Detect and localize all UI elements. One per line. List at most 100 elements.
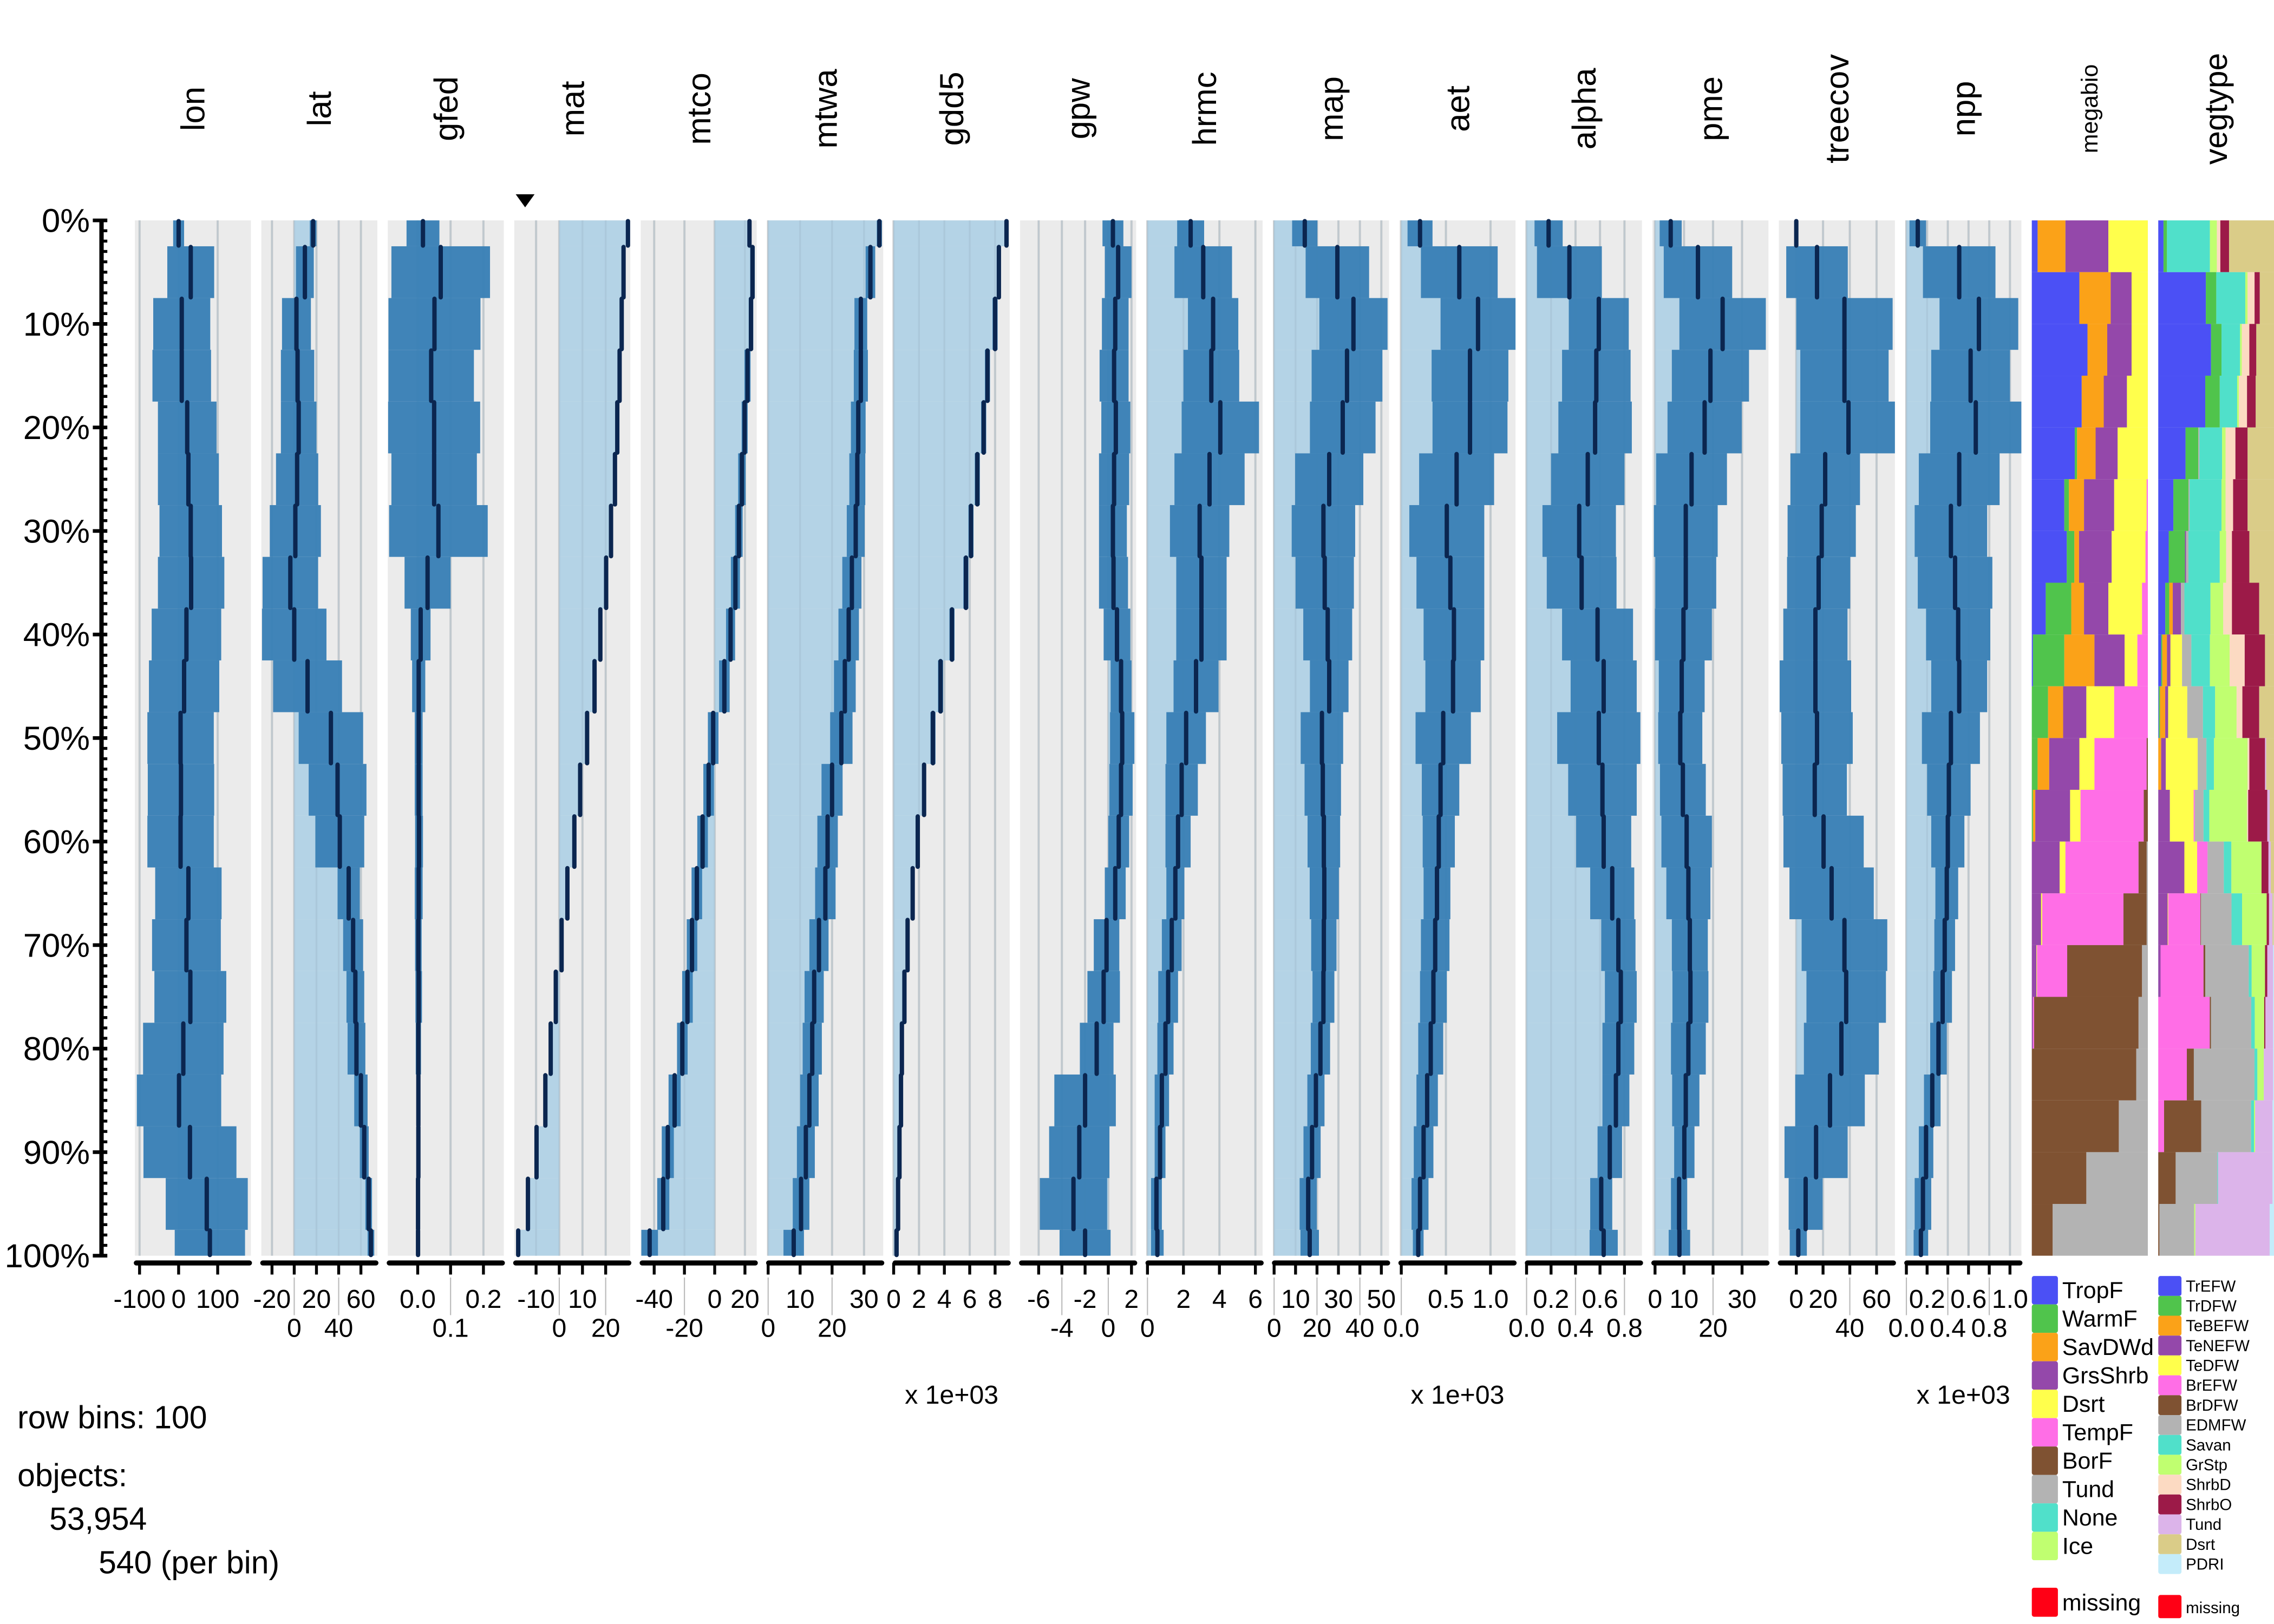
x-axis-tick-label: 0.6	[1582, 1285, 1618, 1314]
category-segment-ShrbD	[2225, 427, 2236, 480]
legend-swatch	[2158, 1295, 2182, 1316]
category-segment-EDMFW	[2193, 1049, 2255, 1101]
legend-swatch	[2158, 1435, 2182, 1455]
column-title: hrmc	[1186, 71, 1224, 146]
category-segment-EDMFW	[2201, 1100, 2251, 1152]
column-lon: lon -100 0 100	[114, 87, 252, 1314]
mean-bar	[715, 401, 745, 454]
category-segment-PDRI	[2269, 1204, 2274, 1256]
x-axis-tick-label: 0.0	[400, 1285, 436, 1314]
column-hrmc: hrmc 02 4 6	[1140, 71, 1264, 1343]
category-segment-EDMFW	[2182, 634, 2192, 686]
mean-bar	[649, 1229, 715, 1256]
category-segment-GrStp	[2214, 738, 2248, 790]
category-segment-Tund	[2268, 841, 2271, 894]
row-axis-tick-label: 20%	[23, 409, 90, 447]
mean-bar	[768, 220, 880, 246]
mean-bar	[545, 1074, 559, 1127]
category-segment-TrDFW	[2205, 376, 2220, 428]
x-axis-tick-label: 10	[1281, 1285, 1310, 1314]
category-segment-TrDFW	[2161, 634, 2162, 686]
category-segment-GrStp	[2240, 324, 2242, 376]
category-segment-TempF	[2080, 790, 2144, 842]
mean-bar	[559, 556, 606, 609]
mean-bar	[559, 453, 615, 506]
column-title: lat	[301, 91, 338, 126]
column-vegtype: vegtype	[2158, 53, 2274, 1256]
category-segment-ShrbD	[2226, 531, 2232, 583]
legend-label: WarmF	[2062, 1306, 2138, 1332]
x-axis-tick-label: 4	[1212, 1285, 1227, 1314]
sort-descending-icon[interactable]	[515, 194, 535, 208]
category-segment-Tund	[2142, 945, 2148, 997]
category-segment-WarmF	[2064, 479, 2069, 531]
mean-bar	[715, 220, 750, 246]
category-segment-WarmF	[2031, 686, 2048, 738]
mean-bar	[768, 298, 861, 350]
category-segment-WarmF	[2046, 582, 2072, 635]
column-title: gfed	[428, 76, 465, 141]
category-segment-TropF	[2031, 427, 2075, 480]
x-axis-tick-label: 0.5	[1428, 1285, 1464, 1314]
category-segment-TropF	[2031, 220, 2038, 272]
category-segment-TrEFW	[2158, 272, 2206, 324]
category-segment-Tund	[2269, 893, 2273, 945]
legend-swatch	[2158, 1335, 2182, 1355]
category-segment-ShrbO	[2265, 945, 2268, 997]
category-segment-Tund	[2265, 738, 2266, 790]
category-segment-GrStp	[2215, 686, 2237, 738]
category-segment-Savan	[2203, 686, 2216, 738]
category-segment-Savan	[2190, 479, 2222, 531]
category-segment-Dsrt	[2269, 790, 2274, 842]
category-segment-ShrbO	[2244, 634, 2265, 686]
category-segment-Tund	[2138, 997, 2148, 1049]
category-segment-Dsrt	[2079, 738, 2095, 790]
category-segment-ShrbO	[2249, 324, 2257, 376]
category-segment-Savan	[2249, 945, 2252, 997]
x-axis-tick-label: 0	[708, 1285, 722, 1314]
category-segment-TeNEFW	[2158, 945, 2161, 997]
category-segment-TrEFW	[2158, 582, 2166, 635]
category-segment-ShrbO	[2248, 790, 2268, 842]
category-segment-GrStp	[2231, 841, 2262, 894]
category-segment-WarmF	[2067, 531, 2075, 583]
mean-bar	[893, 1126, 900, 1178]
category-segment-GrStp	[2210, 634, 2230, 686]
row-axis-tick-label: 90%	[23, 1134, 90, 1171]
category-segment-Savan	[2167, 220, 2210, 272]
mean-bar	[893, 1178, 898, 1230]
mean-bar	[1526, 1074, 1616, 1127]
category-segment-SavDWd	[2069, 479, 2084, 531]
category-segment-SavDWd	[2048, 686, 2063, 738]
category-segment-Savan	[2199, 427, 2223, 480]
category-segment-TeNEFW	[2158, 841, 2185, 894]
mean-bar	[559, 764, 580, 816]
category-segment-TropF	[2031, 324, 2088, 376]
category-segment-Tund	[2218, 1152, 2273, 1204]
legend-label: GrStp	[2186, 1456, 2227, 1474]
x-axis-tick-label: 20	[1808, 1285, 1838, 1314]
x-axis-tick-label: 20	[818, 1314, 847, 1343]
category-segment-SavDWd	[2074, 531, 2079, 583]
category-segment-TempF	[2065, 841, 2139, 894]
category-segment-GrsShrb	[2063, 686, 2087, 738]
mean-bar	[893, 764, 924, 816]
x-axis-tick-label: 0	[1101, 1314, 1116, 1343]
category-segment-TeNEFW	[2161, 738, 2166, 790]
legend-label: Tund	[2186, 1516, 2221, 1534]
x-axis-tick-label: 0.0	[1889, 1314, 1925, 1343]
mean-bar	[715, 350, 748, 402]
legend-swatch	[2031, 1446, 2058, 1475]
mean-bar	[893, 815, 918, 868]
mean-bar	[559, 505, 611, 557]
category-segment-BrEFW	[2197, 841, 2208, 894]
category-segment-SavDWd	[2077, 427, 2096, 480]
x-axis-tick-label: 1.0	[1472, 1285, 1508, 1314]
category-segment-TempF	[2142, 582, 2148, 635]
legend-label: GrsShrb	[2062, 1363, 2149, 1389]
row-axis-tick-label: 70%	[23, 927, 90, 964]
category-segment-EDMFW	[2201, 893, 2232, 945]
category-segment-BorF	[2034, 997, 2139, 1049]
